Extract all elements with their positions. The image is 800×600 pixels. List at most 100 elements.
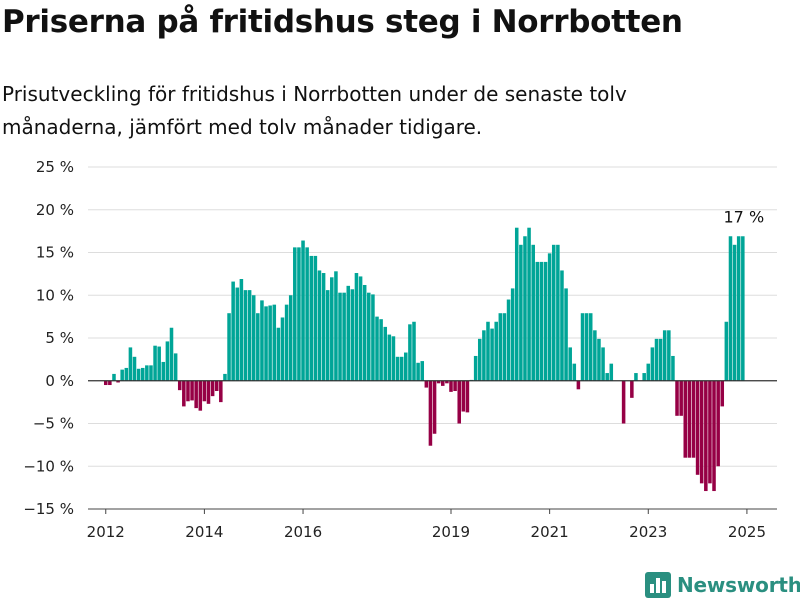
bar <box>580 313 585 381</box>
bar <box>551 244 556 381</box>
bar <box>449 380 453 392</box>
bar <box>695 380 700 475</box>
bar <box>679 380 683 416</box>
bar <box>486 321 490 381</box>
bar <box>202 380 207 402</box>
bar <box>313 255 318 381</box>
bar <box>736 236 741 381</box>
bar <box>568 347 572 381</box>
y-tick-label: 20 % <box>36 201 74 219</box>
bar <box>547 253 552 381</box>
bar <box>642 373 646 381</box>
bar <box>588 313 593 381</box>
bar <box>350 289 355 381</box>
bar <box>601 347 605 381</box>
bar <box>103 380 108 386</box>
bar <box>288 295 293 381</box>
bar <box>325 290 330 381</box>
bar <box>256 313 260 381</box>
bar <box>408 324 412 381</box>
bar <box>741 236 745 381</box>
bar <box>699 380 704 484</box>
bar <box>358 276 363 381</box>
bar <box>658 338 663 381</box>
bar <box>728 236 733 381</box>
bar <box>136 368 141 381</box>
bar <box>371 294 375 381</box>
bar <box>346 285 351 381</box>
bar <box>572 363 577 381</box>
bar <box>543 261 548 381</box>
chart-title: Priserna på fritidshus steg i Norrbotten <box>2 4 683 40</box>
grid-lines <box>88 166 777 510</box>
bar <box>593 330 597 381</box>
bar <box>490 328 494 381</box>
bar <box>182 380 186 407</box>
bar <box>231 281 235 381</box>
bar <box>301 240 305 381</box>
x-tick-label: 2019 <box>432 523 470 541</box>
bar <box>473 355 478 381</box>
bar <box>502 313 507 381</box>
bar <box>120 369 124 381</box>
y-tick-label: 25 % <box>36 158 74 176</box>
y-tick-label: −15 % <box>23 500 74 518</box>
bar <box>264 306 268 381</box>
bar <box>482 330 486 381</box>
bar <box>712 380 716 492</box>
bar <box>169 327 174 381</box>
bar <box>214 380 219 392</box>
bar <box>560 270 564 381</box>
bar-chart: 25 % 20 % 15 % 10 % 5 % 0 % −5 % −10 % −15 % 201… <box>23 158 777 541</box>
bar <box>432 380 437 434</box>
bar <box>284 304 289 381</box>
bar <box>720 380 725 407</box>
bar <box>708 380 712 484</box>
bar <box>416 362 420 381</box>
brand-name: Newsworthy <box>677 573 800 597</box>
bar <box>609 363 614 381</box>
chart-subtitle: Prisutveckling för fritidshus i Norrbott… <box>2 82 627 139</box>
bar <box>161 361 166 381</box>
bar <box>379 319 383 381</box>
bar <box>420 361 425 381</box>
bar <box>251 295 256 381</box>
bar <box>223 373 227 381</box>
bar <box>194 380 198 409</box>
bar <box>704 380 708 492</box>
bar <box>564 288 568 381</box>
bar <box>247 290 252 381</box>
bar <box>527 227 531 381</box>
bar <box>519 244 523 381</box>
bar <box>630 380 634 398</box>
bar <box>605 373 609 381</box>
bar <box>342 292 346 381</box>
bar <box>149 365 153 381</box>
bars <box>103 227 745 492</box>
bar <box>732 244 737 381</box>
x-tick-label: 2012 <box>87 523 125 541</box>
latest-value-annotation: 17 % <box>724 207 765 226</box>
brand-logo[interactable]: Newsworthy <box>645 570 800 600</box>
bar <box>691 380 696 458</box>
bar <box>293 247 297 381</box>
bar-chart-logo-icon <box>645 572 671 598</box>
bar <box>556 244 560 381</box>
bar <box>173 353 178 381</box>
bar <box>375 316 379 381</box>
bar <box>687 380 692 458</box>
bar <box>268 305 272 381</box>
bar <box>646 363 651 381</box>
bar <box>128 347 133 381</box>
x-tick-label: 2021 <box>531 523 569 541</box>
bar <box>239 279 244 381</box>
bar <box>399 356 404 381</box>
bar <box>523 236 527 381</box>
bar <box>235 287 240 381</box>
x-tick-label: 2025 <box>728 523 766 541</box>
bar <box>724 321 729 381</box>
bar <box>510 288 515 381</box>
bar <box>514 227 519 381</box>
bar <box>153 345 157 381</box>
bar <box>276 327 281 381</box>
